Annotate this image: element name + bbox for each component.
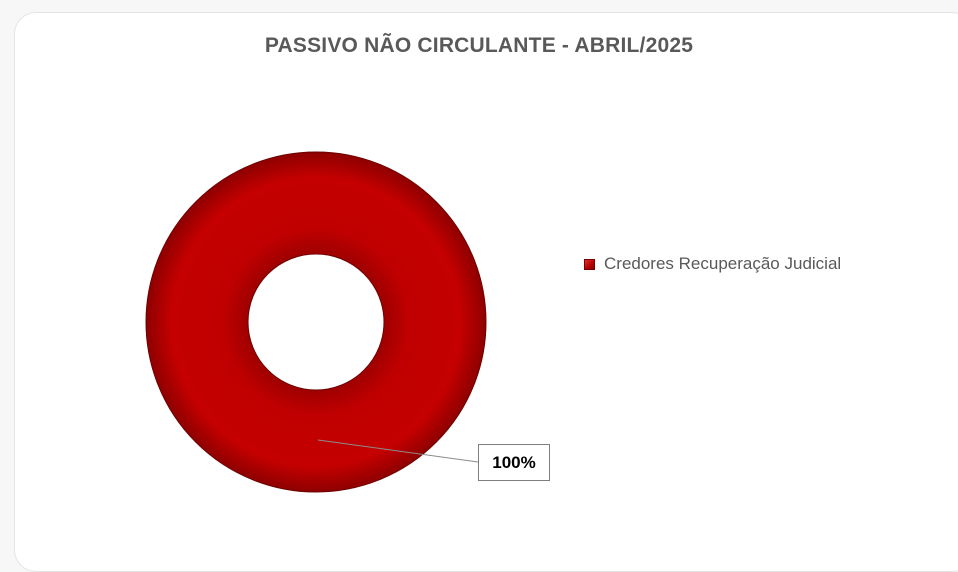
legend-swatch [584, 258, 595, 270]
slice-credores-recupera-o-judicial [145, 151, 487, 493]
slice-group [145, 151, 487, 493]
chart-title: PASSIVO NÃO CIRCULANTE - ABRIL/2025 [264, 34, 694, 57]
legend-label: Credores Recuperação Judicial [604, 254, 842, 273]
leader-line [317, 439, 479, 463]
doughnut-chart [145, 151, 487, 493]
data-label: 100% [478, 444, 550, 481]
legend: Credores Recuperação Judicial [584, 254, 841, 274]
